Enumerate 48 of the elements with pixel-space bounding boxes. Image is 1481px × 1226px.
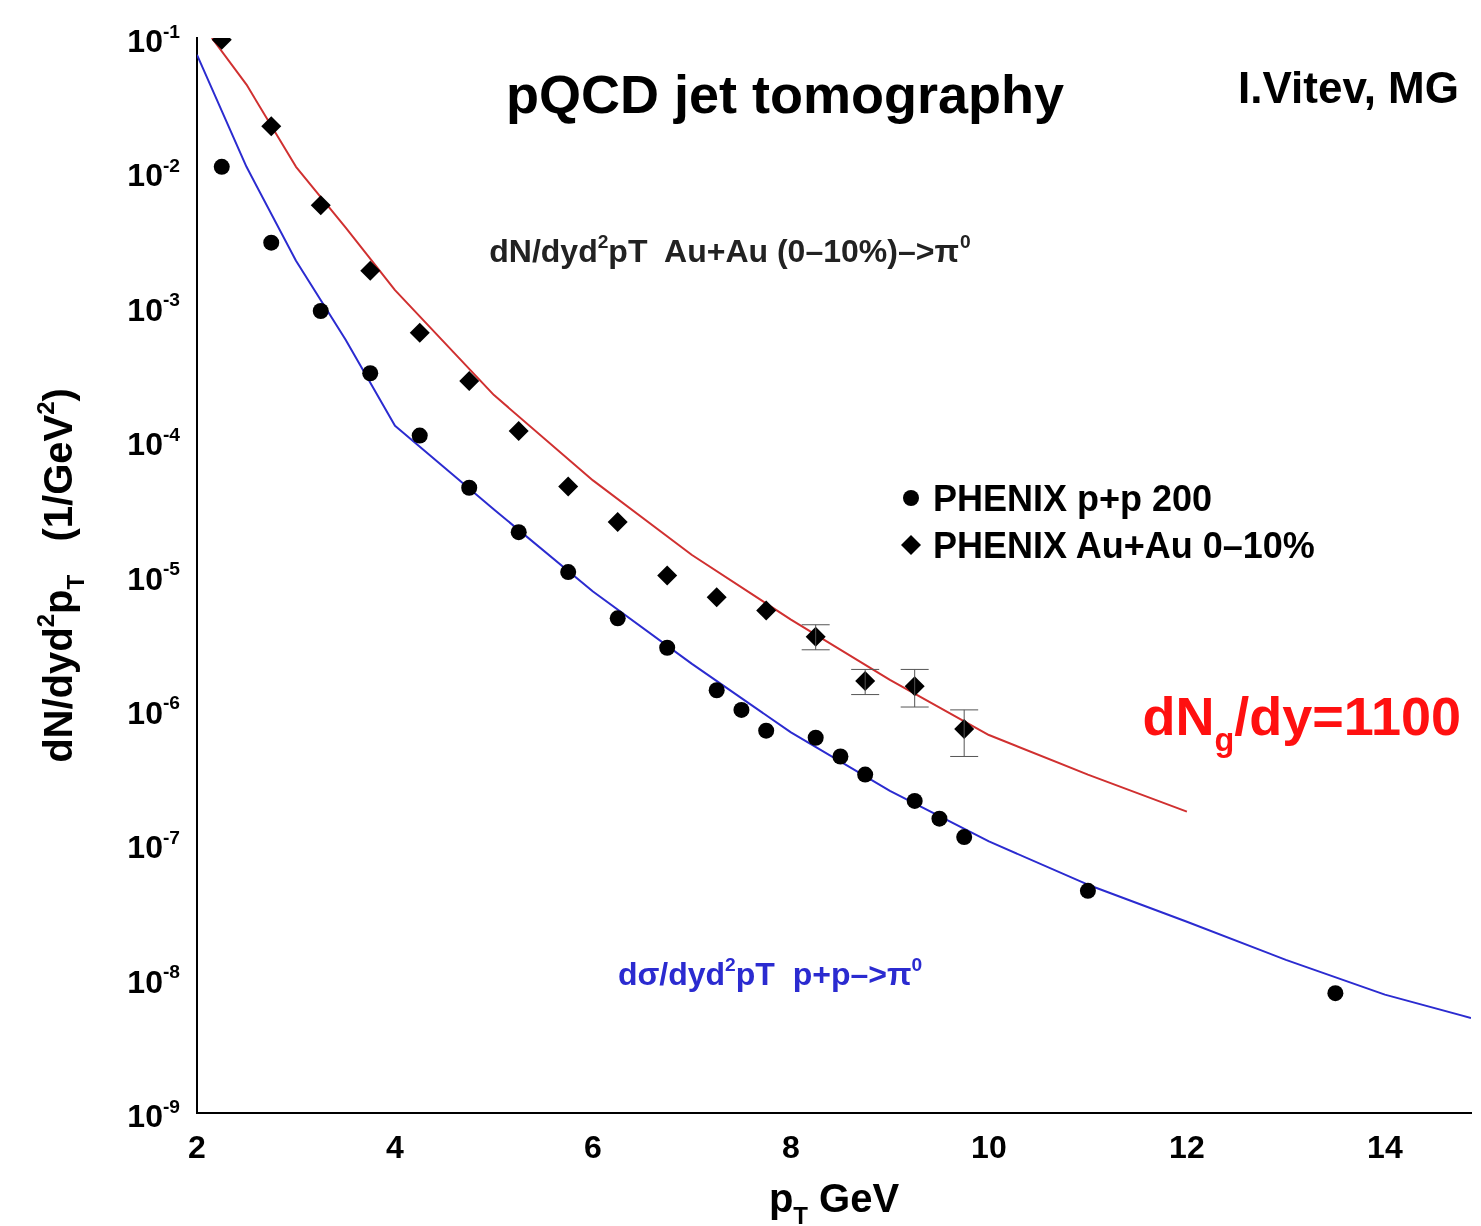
- point: [931, 810, 948, 827]
- x-tick-label: 8: [782, 1129, 800, 1165]
- legend-label: PHENIX p+p 200: [933, 478, 1213, 519]
- x-tick-label: 14: [1367, 1129, 1403, 1165]
- point: [708, 682, 725, 699]
- annotation: I.Vitev, MG: [1238, 63, 1460, 112]
- point: [855, 671, 876, 692]
- point: [461, 479, 478, 496]
- point: [508, 420, 529, 441]
- point: [1079, 882, 1096, 899]
- point: [312, 302, 329, 319]
- point: [459, 371, 480, 392]
- point: [558, 476, 579, 497]
- point: [904, 676, 925, 697]
- point: [657, 565, 678, 586]
- point: [857, 766, 874, 783]
- point: [510, 524, 527, 541]
- point: [263, 234, 280, 251]
- point: [659, 639, 676, 656]
- point: [807, 729, 824, 746]
- point: [411, 427, 428, 444]
- x-tick-label: 12: [1169, 1129, 1205, 1165]
- x-tick-label: 10: [971, 1129, 1007, 1165]
- point: [733, 701, 750, 718]
- point: [805, 626, 826, 647]
- x-tick-label: 6: [584, 1129, 602, 1165]
- point: [609, 610, 626, 627]
- point: [560, 564, 577, 581]
- point: [832, 748, 849, 765]
- point: [607, 512, 628, 533]
- point: [758, 722, 775, 739]
- point: [956, 829, 973, 846]
- point: [906, 792, 923, 809]
- x-tick-label: 4: [386, 1129, 405, 1165]
- legend-label: PHENIX Au+Au 0–10%: [933, 525, 1315, 566]
- point: [362, 365, 379, 382]
- point: [409, 322, 430, 343]
- point: [360, 260, 381, 281]
- text: pQCD jet tomography: [506, 64, 1065, 124]
- point: [261, 116, 282, 137]
- point: [756, 600, 777, 621]
- point: [706, 587, 727, 608]
- x-tick-label: 2: [188, 1129, 206, 1165]
- point: [954, 719, 975, 740]
- point: [310, 195, 331, 216]
- point: [1327, 985, 1344, 1002]
- point: [213, 158, 230, 175]
- text: dN/dyd2pT (1/GeV2): [32, 388, 89, 763]
